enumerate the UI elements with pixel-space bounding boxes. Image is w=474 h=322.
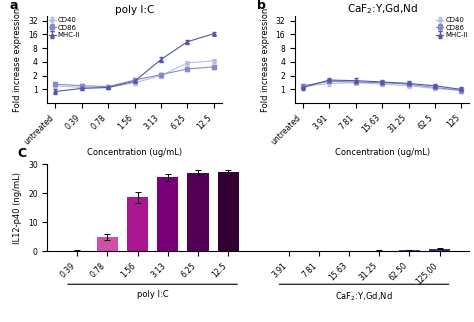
Legend: CD40, CD86, MHC-II: CD40, CD86, MHC-II (437, 17, 468, 38)
Legend: CD40, CD86, MHC-II: CD40, CD86, MHC-II (49, 17, 80, 38)
X-axis label: Concentration (ug/mL): Concentration (ug/mL) (335, 147, 429, 156)
Text: CaF$_2$:Y,Gd,Nd: CaF$_2$:Y,Gd,Nd (335, 290, 393, 303)
Text: poly I:C: poly I:C (137, 290, 168, 299)
Bar (399, 250, 420, 251)
Y-axis label: Fold increase expression: Fold increase expression (261, 7, 270, 112)
Bar (97, 237, 118, 251)
Title: CaF$_2$:Y,Gd,Nd: CaF$_2$:Y,Gd,Nd (346, 2, 418, 16)
Bar (429, 249, 450, 251)
Bar (127, 197, 148, 251)
Y-axis label: IL12-p40 (ng/mL): IL12-p40 (ng/mL) (13, 172, 22, 244)
Text: C: C (18, 147, 27, 160)
Bar (218, 172, 239, 251)
X-axis label: Concentration (ug/mL): Concentration (ug/mL) (87, 147, 182, 156)
Y-axis label: Fold increase expression: Fold increase expression (13, 7, 22, 112)
Bar (157, 177, 178, 251)
Text: a: a (9, 0, 18, 12)
Title: poly I:C: poly I:C (115, 5, 154, 15)
Bar (187, 173, 209, 251)
Text: b: b (256, 0, 265, 12)
